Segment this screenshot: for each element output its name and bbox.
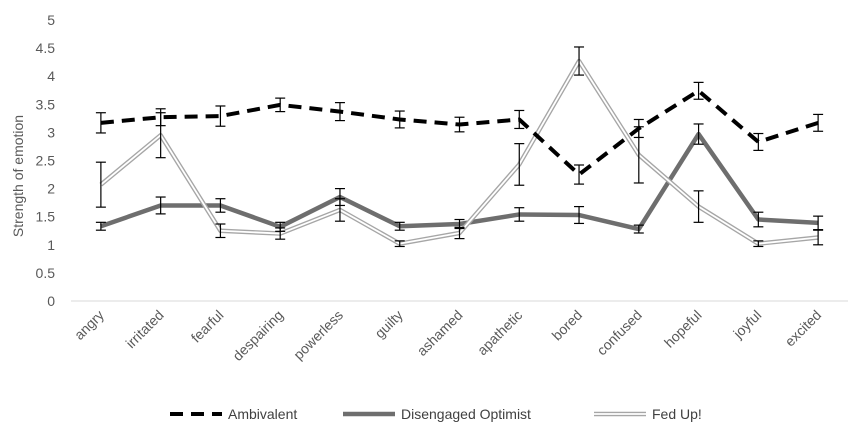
error-bar (753, 240, 764, 248)
error-bar (95, 221, 106, 231)
series-layer (99, 58, 819, 246)
error-bar (574, 205, 585, 225)
error-bar (454, 116, 465, 133)
y-axis-title: Strength of emotion (10, 115, 26, 237)
x-tick-label-fearful: fearful (188, 307, 227, 346)
error-bar (514, 143, 525, 186)
error-bar (693, 123, 704, 145)
x-tick-labels: angry irritated fearful despairing powerless… (71, 307, 824, 364)
error-bar (334, 102, 345, 122)
errorbar-layer (95, 46, 824, 248)
error-bar (753, 211, 764, 228)
error-bar (275, 97, 286, 113)
legend-label: Fed Up! (652, 406, 702, 422)
series-line (100, 88, 819, 177)
x-tick-label-powerless: powerless (290, 307, 346, 363)
error-bar (633, 224, 644, 234)
error-bar (514, 207, 525, 222)
y-tick-label: 1.5 (36, 209, 56, 225)
legend-item-disengaged-optimist: Disengaged Optimist (343, 406, 531, 422)
x-tick-label-guilty: guilty (371, 307, 405, 341)
error-bar (693, 81, 704, 100)
y-tick-label: 3 (47, 124, 55, 140)
legend-item-fed-up: Fed Up! (594, 406, 702, 422)
error-bars-fed-up (95, 46, 824, 248)
error-bar (215, 223, 226, 239)
y-tick-label: 2.5 (36, 153, 56, 169)
y-axis-title-text: Strength of emotion (10, 115, 26, 237)
x-tick-label-ashamed: ashamed (414, 307, 466, 359)
y-tick-label: 1 (47, 237, 55, 253)
x-tick-label-confused: confused (593, 307, 644, 358)
x-tick-label-despairing: despairing (229, 307, 286, 364)
error-bar (155, 196, 166, 215)
y-tick-label: 0.5 (36, 265, 56, 281)
x-tick-label-irritated: irritated (122, 307, 166, 351)
legend-label: Disengaged Optimist (401, 406, 531, 422)
error-bar (693, 190, 704, 223)
error-bar (514, 109, 525, 130)
legend-label: Ambivalent (228, 406, 297, 422)
error-bar (155, 112, 166, 159)
error-bar (813, 229, 824, 246)
error-bars-ambivalent (95, 81, 824, 185)
error-bar (753, 132, 764, 151)
error-bar (275, 227, 286, 240)
error-bar (574, 164, 585, 185)
error-bar (394, 110, 405, 129)
y-tick-label: 5 (47, 12, 55, 28)
error-bar (95, 161, 106, 208)
x-tick-label-angry: angry (71, 307, 107, 343)
y-tick-label: 4 (47, 68, 55, 84)
error-bar (633, 126, 644, 184)
y-tick-label: 3.5 (36, 96, 56, 112)
error-bar (394, 240, 405, 248)
error-bar (334, 198, 345, 222)
x-tick-label-excited: excited (782, 307, 825, 350)
x-tick-label-bored: bored (549, 307, 586, 344)
x-tick-label-apathetic: apathetic (474, 307, 525, 358)
error-bar (454, 226, 465, 240)
error-bar (95, 112, 106, 134)
y-tick-label: 0 (47, 293, 55, 309)
y-tick-label: 4.5 (36, 40, 56, 56)
error-bar (215, 105, 226, 127)
x-tick-label-joyful: joyful (729, 307, 764, 342)
error-bars-disengaged-optimist (95, 123, 824, 234)
series-ambivalent (100, 88, 819, 177)
y-tick-labels: 0 0.5 1 1.5 2 2.5 3 3.5 4 4.5 5 (36, 12, 56, 309)
legend-item-ambivalent: Ambivalent (170, 406, 297, 422)
y-tick-label: 2 (47, 181, 55, 197)
error-bar (394, 221, 405, 231)
error-bar (574, 46, 585, 76)
error-bar (813, 113, 824, 132)
x-tick-label-hopeful: hopeful (661, 307, 705, 351)
error-bar (215, 198, 226, 213)
legend: Ambivalent Disengaged Optimist Fed Up! (170, 406, 702, 422)
